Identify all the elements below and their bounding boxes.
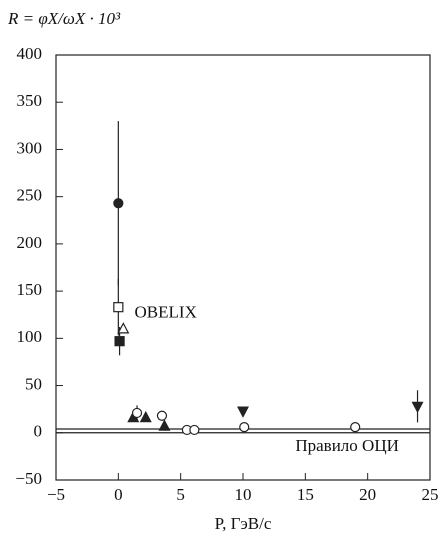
point — [114, 336, 125, 347]
x-tick-label: 20 — [359, 485, 376, 504]
point — [350, 422, 361, 433]
x-tick-label: 15 — [297, 485, 314, 504]
y-axis-label: R = φX/ωX · 10³ — [7, 9, 121, 28]
y-tick-label: 0 — [34, 422, 43, 441]
y-tick-label: 100 — [17, 327, 43, 346]
x-tick-label: 10 — [235, 485, 252, 504]
point — [189, 424, 200, 436]
y-tick-label: 150 — [17, 280, 43, 299]
x-axis-label: P, ГэВ/с — [215, 514, 272, 533]
y-tick-label: 250 — [17, 186, 43, 205]
y-tick-label: 50 — [25, 374, 42, 393]
y-tick-label: 400 — [17, 44, 43, 63]
point — [239, 422, 250, 433]
point — [411, 401, 424, 414]
point — [139, 410, 152, 423]
point — [131, 407, 143, 419]
point — [113, 302, 124, 313]
y-tick-label: 200 — [17, 233, 43, 252]
x-tick-label: 25 — [422, 485, 439, 504]
y-tick-label: 300 — [17, 138, 43, 157]
annotation: OBELIX — [135, 303, 197, 322]
y-tick-label: 350 — [17, 91, 43, 110]
point — [237, 406, 249, 418]
point — [156, 410, 168, 421]
x-tick-label: 0 — [114, 485, 123, 504]
x-tick-label: 5 — [176, 485, 185, 504]
point — [117, 322, 130, 334]
point — [158, 419, 171, 431]
point — [113, 198, 124, 209]
annotation: Правило ОЦИ — [295, 436, 399, 455]
x-tick-label: −5 — [47, 485, 65, 504]
y-tick-label: −50 — [15, 469, 42, 488]
